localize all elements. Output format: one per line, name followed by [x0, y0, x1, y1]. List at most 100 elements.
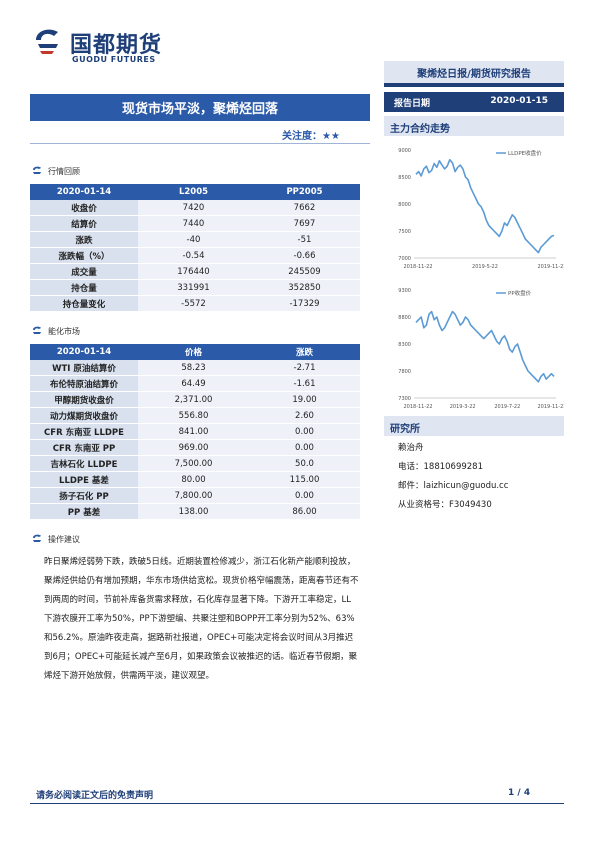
y-tick-label: 8800: [398, 315, 411, 321]
table-header: L2005: [138, 184, 249, 200]
cell-value: 58.23: [138, 360, 249, 376]
analyst-name: 赖治舟: [398, 443, 424, 453]
cell-value: 7697: [249, 215, 360, 232]
cell-value: -2.71: [249, 360, 360, 376]
section-icon: [33, 326, 41, 334]
table-header: 2020-01-14: [30, 184, 138, 200]
cell-value: -40: [138, 231, 249, 248]
cell-value: 80.00: [138, 471, 249, 488]
table-row: 吉林石化 LLDPE 7,500.00 50.0: [30, 455, 360, 472]
y-tick-label: 9300: [398, 288, 411, 294]
table-row: 结算价 7440 7697: [30, 215, 360, 232]
row-label: 收盘价: [30, 200, 138, 216]
y-tick-label: 8500: [398, 175, 411, 181]
row-label: 布伦特原油结算价: [30, 375, 138, 392]
date-label: 报告日期: [394, 99, 431, 109]
section-icon: [33, 166, 41, 174]
table-row: 收盘价 7420 7662: [30, 200, 360, 216]
focus-rating: 关注度：★★: [282, 131, 340, 142]
heading-bar: [384, 416, 564, 436]
table-row: CFR 东南亚 LLDPE 841.00 0.00: [30, 423, 360, 440]
cell-value: 556.80: [138, 407, 249, 424]
cell-value: 176440: [138, 263, 249, 280]
row-label: 结算价: [30, 215, 138, 232]
divider: [30, 143, 370, 144]
row-label: 涨跌: [30, 231, 138, 248]
lldpe-chart: 9000 8500 8000 7500 7000 2018-11-22 2019-5-22 2…: [398, 148, 564, 270]
series-line: [415, 158, 555, 254]
cell-value: 0.00: [249, 487, 360, 504]
row-label: 持仓量: [30, 279, 138, 296]
y-tick-label: 8000: [398, 202, 411, 208]
table-row: 涨跌幅（%） -0.54 -0.66: [30, 247, 360, 264]
cell-value: 19.00: [249, 391, 360, 408]
legend-label: PP收盘价: [508, 289, 532, 297]
guodu-logo-icon: [36, 29, 58, 54]
cell-value: 2.60: [249, 407, 360, 424]
row-label: CFR 东南亚 PP: [30, 439, 138, 456]
table-row: WTI 原油结算价 58.23 -2.71: [30, 360, 360, 376]
row-label: 涨跌幅（%）: [30, 247, 138, 264]
pp-chart: 9300 8800 8300 7800 7300 2018-11-22 2019-3-22 2…: [398, 288, 564, 410]
table-header: 涨跌: [249, 344, 360, 360]
research-heading: 研究所: [390, 424, 420, 435]
footer-divider: [30, 803, 564, 804]
section-icon: [33, 534, 41, 542]
table-row: 动力煤期货收盘价 556.80 2.60: [30, 407, 360, 424]
cell-value: 0.00: [249, 423, 360, 440]
table-row: 持仓量变化 -5572 -17329: [30, 295, 360, 312]
x-tick-label: 2019-3-22: [450, 404, 476, 410]
cell-value: 64.49: [138, 375, 249, 392]
x-tick-label: 2018-11-22: [403, 264, 432, 270]
y-tick-label: 7000: [398, 256, 411, 262]
table-header: PP2005: [249, 184, 360, 200]
y-tick-label: 8300: [398, 342, 411, 348]
row-label: 甲醇期货收盘价: [30, 391, 138, 408]
x-tick-label: 2019-7-22: [494, 404, 520, 410]
logo-text-en: GUODU FUTURES: [72, 55, 156, 64]
cell-value: 138.00: [138, 503, 249, 520]
table-header: 2020-01-14: [30, 344, 138, 360]
x-tick-label: 2019-11-22: [537, 404, 564, 410]
y-tick-label: 9000: [398, 148, 411, 154]
cell-value: 86.00: [249, 503, 360, 520]
row-label: PP 基差: [30, 503, 138, 520]
y-tick-label: 7500: [398, 229, 411, 235]
row-label: LLDPE 基差: [30, 471, 138, 488]
table-row: LLDPE 基差 80.00 115.00: [30, 471, 360, 488]
disclaimer-link[interactable]: 请务必阅读正文后的免责声明: [36, 791, 154, 801]
x-tick-label: 2019-11-22: [537, 264, 564, 270]
table-header: 价格: [138, 344, 249, 360]
section-title-suggestion: 操作建议: [48, 535, 80, 544]
series-line: [415, 310, 555, 383]
table-row: 扬子石化 PP 7,800.00 0.00: [30, 487, 360, 504]
row-label: 扬子石化 PP: [30, 487, 138, 504]
suggestion-text: 昨日聚烯烃弱势下跌，跌破5日线。近期装置检修减少，浙江石化新产能顺利投放，聚烯烃…: [44, 557, 359, 681]
cell-value: 245509: [249, 263, 360, 280]
cell-value: 7420: [138, 200, 249, 216]
table-row: 布伦特原油结算价 64.49 -1.61: [30, 375, 360, 392]
x-tick-label: 2019-5-22: [472, 264, 498, 270]
cell-value: 7,800.00: [138, 487, 249, 504]
row-label: 动力煤期货收盘价: [30, 407, 138, 424]
table-row: 持仓量 331991 352850: [30, 279, 360, 296]
date-bar: 报告日期 2020-01-15: [384, 92, 564, 112]
cell-value: 331991: [138, 279, 249, 296]
section-title-energy-chem: 能化市场: [48, 327, 80, 336]
y-tick-label: 7300: [398, 396, 411, 402]
cell-value: 50.0: [249, 455, 360, 472]
table-row: PP 基差 138.00 86.00: [30, 503, 360, 520]
cell-value: 2,371.00: [138, 391, 249, 408]
cell-value: 841.00: [138, 423, 249, 440]
cell-value: -51: [249, 231, 360, 248]
report-type: 聚烯烃日报/期货研究报告: [384, 61, 564, 83]
page-number: 1 / 4: [508, 788, 531, 798]
cell-value: 7662: [249, 200, 360, 216]
cell-value: 352850: [249, 279, 360, 296]
row-label: WTI 原油结算价: [30, 360, 138, 376]
analyst-email[interactable]: 邮件：laizhicun@guodu.cc: [398, 481, 509, 491]
cell-value: 7,500.00: [138, 455, 249, 472]
cell-value: -5572: [138, 295, 249, 312]
table-row: 成交量 176440 245509: [30, 263, 360, 280]
cell-value: 0.00: [249, 439, 360, 456]
